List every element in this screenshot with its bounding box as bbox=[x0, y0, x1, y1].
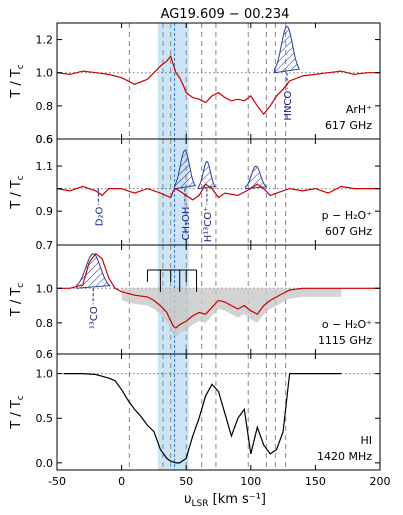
spectrum-line bbox=[63, 373, 342, 464]
species-label: p − H₂O⁺ bbox=[322, 209, 373, 222]
y-tick-label: 1.1 bbox=[36, 160, 54, 173]
species-label: HI bbox=[360, 434, 372, 447]
frequency-label: 1115 GHz bbox=[318, 334, 372, 347]
panel-frame bbox=[56, 353, 381, 471]
spectrum-line bbox=[57, 252, 380, 329]
x-axis-subscript: LSR bbox=[192, 499, 209, 509]
x-tick-label: 100 bbox=[240, 475, 261, 488]
hfs-fit-area bbox=[121, 288, 342, 337]
y-tick-label: 1.2 bbox=[36, 34, 54, 47]
emission-feature bbox=[274, 25, 301, 74]
emission-label: D₂O bbox=[94, 207, 105, 227]
y-tick-label: 0.6 bbox=[36, 133, 54, 146]
figure-title: AG19.609 − 00.234 bbox=[161, 7, 290, 22]
y-tick-label: 0.6 bbox=[36, 348, 54, 361]
panel-oh2op: ¹³CO 0.8 1.0 0.7 T / Tc o − H₂O⁺ 1115 GHz bbox=[9, 239, 381, 355]
panel-ph2op: CH₃OH H¹³CO⁺ D₂O 0.9 1.1 0.6 T / Tc p − H₂O⁺ 607… bbox=[9, 133, 381, 246]
panel-arhp: HNCO 0.6 0.8 1.0 1.2 T / Tc ArH⁺ 617 GHz bbox=[9, 22, 381, 146]
emission-label: HNCO bbox=[283, 91, 294, 121]
spectrum-line bbox=[56, 54, 380, 116]
y-axis-label: T / Tc bbox=[9, 64, 26, 99]
emission-label: ¹³CO bbox=[89, 306, 100, 329]
spectrum-line bbox=[56, 183, 380, 201]
y-tick-label: 0.8 bbox=[36, 317, 54, 330]
emission-label: CH₃OH bbox=[181, 207, 192, 241]
emission-feature bbox=[174, 149, 197, 190]
x-tick-label: 150 bbox=[305, 475, 326, 488]
emission-label: H¹³CO⁺ bbox=[203, 207, 214, 243]
emission-feature bbox=[198, 160, 216, 190]
y-tick-label: 0.9 bbox=[36, 205, 54, 218]
panel-hi: 0.0 0.5 1.0 0.6 T / Tc HI 1420 MHz bbox=[9, 348, 381, 471]
y-tick-label: 0.0 bbox=[36, 457, 54, 470]
x-tick-label: 0 bbox=[118, 475, 125, 488]
species-label: ArH⁺ bbox=[346, 103, 372, 116]
x-tick-label: -50 bbox=[48, 475, 66, 488]
frequency-label: 1420 MHz bbox=[317, 450, 372, 463]
x-tick-label: 50 bbox=[179, 475, 193, 488]
y-axis-subscript: c bbox=[16, 175, 26, 180]
y-axis-subscript: c bbox=[16, 283, 26, 288]
y-axis-subscript: c bbox=[16, 395, 26, 400]
y-tick-label: 1.0 bbox=[36, 282, 54, 295]
species-label: o − H₂O⁺ bbox=[322, 318, 372, 331]
emission-feature bbox=[245, 165, 268, 190]
x-tick-label: 200 bbox=[370, 475, 391, 488]
frequency-label: 617 GHz bbox=[325, 119, 372, 132]
y-axis-label: T / Tc bbox=[9, 175, 26, 210]
x-axis-label: υLSR [km s⁻¹] bbox=[184, 492, 266, 509]
frequency-label: 607 GHz bbox=[325, 225, 372, 238]
y-axis-label: T / Tc bbox=[9, 283, 26, 318]
emission-feature bbox=[76, 253, 111, 289]
y-tick-label: 1.0 bbox=[36, 67, 54, 80]
velocity-band bbox=[157, 23, 189, 139]
y-tick-label: 0.6 bbox=[36, 133, 54, 146]
y-axis-label: T / Tc bbox=[9, 395, 26, 430]
y-axis-subscript: c bbox=[16, 64, 26, 69]
y-tick-label: 0.7 bbox=[36, 239, 54, 252]
y-tick-label: 1.0 bbox=[36, 368, 54, 381]
x-axis-symbol: υ bbox=[184, 492, 192, 507]
y-tick-label: 0.5 bbox=[36, 412, 54, 425]
x-axis-unit: [km s⁻¹] bbox=[209, 492, 266, 507]
y-tick-label: 0.8 bbox=[36, 100, 54, 113]
